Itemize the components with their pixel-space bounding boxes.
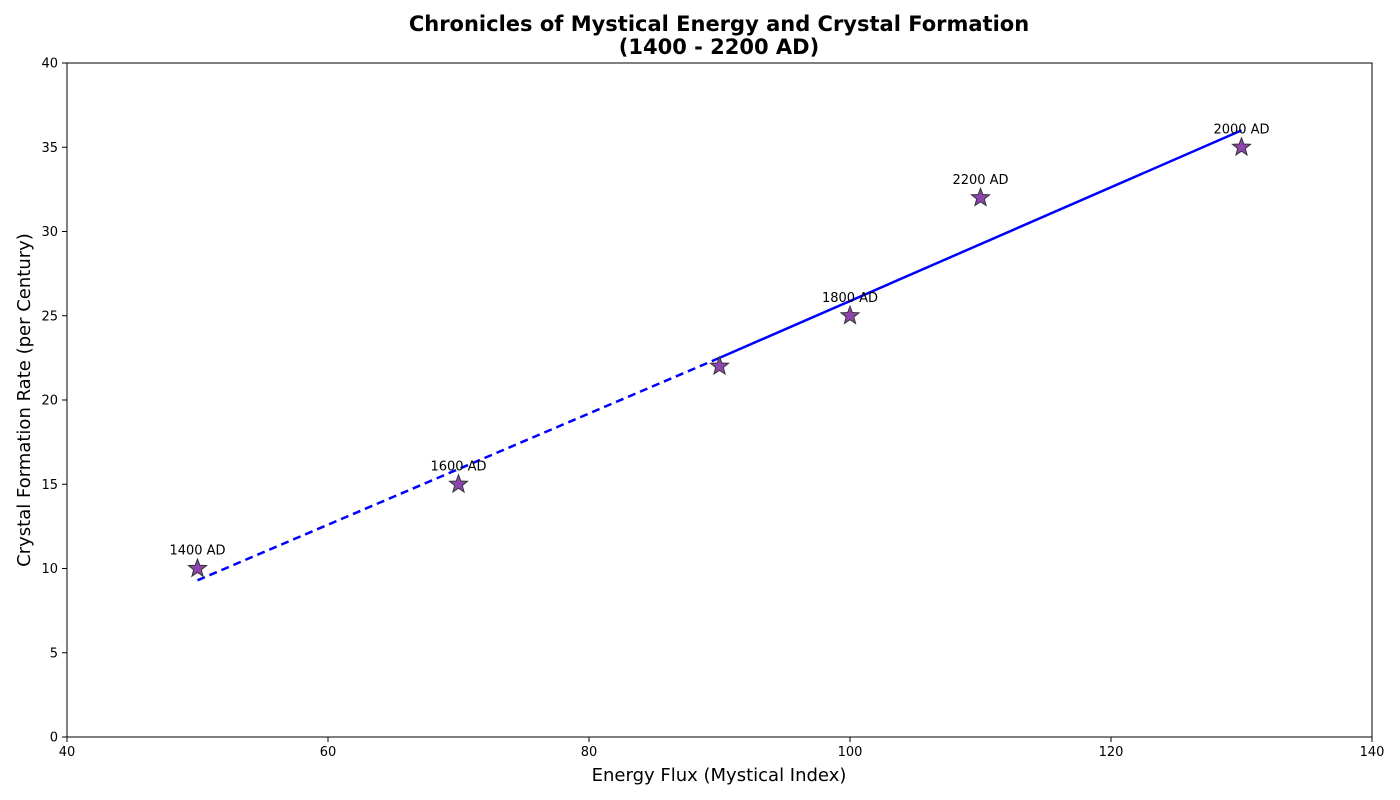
- y-tick-label: 15: [41, 478, 58, 493]
- data-point-star: [709, 355, 730, 376]
- y-tick-label: 5: [50, 646, 58, 661]
- data-point-star: [187, 557, 208, 578]
- y-axis-label: Crystal Formation Rate (per Century): [14, 233, 35, 567]
- x-tick-label: 140: [1360, 745, 1385, 760]
- y-tick-label: 25: [41, 309, 58, 324]
- point-annotation: 1400 AD: [169, 544, 225, 559]
- point-annotation: 1800 AD: [822, 291, 878, 306]
- plot-area: 1400 AD 1600 AD 1800 AD 2200 AD 2000 AD: [169, 122, 1270, 582]
- y-tick-label: 35: [41, 141, 58, 156]
- plot-frame: [66, 62, 1373, 738]
- y-tick-label: 30: [41, 225, 58, 240]
- data-point-star: [1231, 136, 1252, 157]
- y-tick-label: 10: [41, 562, 58, 577]
- x-tick-label: 40: [59, 745, 76, 760]
- y-tick-label: 40: [41, 57, 58, 72]
- x-tick-label: 100: [838, 745, 863, 760]
- trend-line-dashed: [197, 356, 720, 582]
- y-axis: 0 5 10 15 20 25 30 35 40: [41, 57, 67, 746]
- chart-title-line-1: Chronicles of Mystical Energy and Crysta…: [409, 12, 1029, 36]
- point-annotation: 2000 AD: [1213, 122, 1269, 137]
- data-point-star: [448, 473, 469, 494]
- point-annotation: 1600 AD: [430, 459, 486, 474]
- chart-title-line-2: (1400 - 2200 AD): [619, 35, 819, 59]
- y-tick-label: 0: [50, 731, 58, 746]
- x-tick-label: 60: [320, 745, 337, 760]
- x-tick-label: 120: [1099, 745, 1124, 760]
- x-tick-label: 80: [581, 745, 598, 760]
- x-axis-label: Energy Flux (Mystical Index): [592, 765, 847, 786]
- point-annotation: 2200 AD: [952, 173, 1008, 188]
- data-point-star: [839, 304, 861, 325]
- x-axis: 40 60 80 100 120 140: [59, 737, 1385, 760]
- trend-line-solid: [719, 129, 1242, 360]
- y-tick-label: 20: [41, 394, 58, 409]
- data-point-star: [970, 186, 991, 207]
